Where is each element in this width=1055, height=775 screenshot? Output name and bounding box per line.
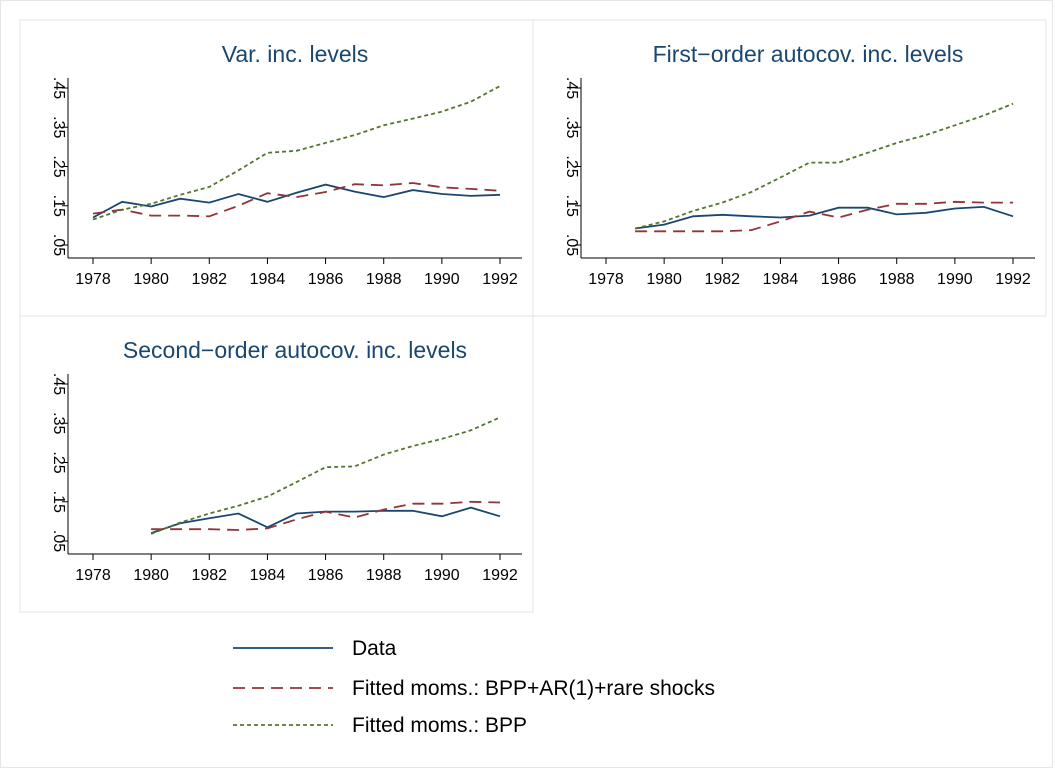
x-tick-label: 1978 <box>588 271 624 288</box>
x-tick-label: 1982 <box>191 567 227 584</box>
x-tick-label: 1982 <box>191 271 227 288</box>
y-tick-label: .45 <box>50 77 67 99</box>
y-tick-label: .05 <box>50 530 67 552</box>
series-line <box>92 85 501 221</box>
x-tick-label: 1988 <box>366 271 402 288</box>
x-tick-label: 1984 <box>250 271 286 288</box>
x-tick-label: 1986 <box>308 271 344 288</box>
y-tick-label: .45 <box>50 373 67 395</box>
x-tick-label: 1986 <box>821 271 857 288</box>
x-tick-label: 1980 <box>133 567 169 584</box>
y-tick-label: .35 <box>563 116 580 138</box>
x-tick-label: 1990 <box>937 271 973 288</box>
series-line <box>92 183 501 219</box>
y-tick-label: .35 <box>50 116 67 138</box>
legend-label: Fitted moms.: BPP+AR(1)+rare shocks <box>352 677 715 700</box>
x-tick-label: 1986 <box>308 567 344 584</box>
series-line <box>150 416 501 535</box>
series-line <box>92 182 501 218</box>
series-line <box>151 500 501 531</box>
x-tick-label: 1984 <box>763 271 799 288</box>
series-line <box>634 102 1014 230</box>
x-tick-label: 1980 <box>646 271 682 288</box>
y-tick-label: .05 <box>563 234 580 256</box>
y-tick-label: .15 <box>50 195 67 217</box>
x-tick-label: 1992 <box>995 271 1031 288</box>
series-line <box>634 205 1014 230</box>
y-tick-label: .45 <box>563 77 580 99</box>
y-tick-label: .15 <box>563 195 580 217</box>
x-tick-label: 1988 <box>879 271 915 288</box>
panel-frame <box>19 315 534 613</box>
y-tick-label: .25 <box>50 451 67 473</box>
panel-frame <box>532 19 1047 317</box>
panel-title: First−order autocov. inc. levels <box>653 41 964 67</box>
series-line <box>635 200 1013 233</box>
legend-label: Fitted moms.: BPP <box>352 714 527 737</box>
panel-title: Second−order autocov. inc. levels <box>123 337 467 363</box>
x-tick-label: 1992 <box>482 271 518 288</box>
x-tick-label: 1992 <box>482 567 518 584</box>
x-tick-label: 1980 <box>133 271 169 288</box>
y-tick-label: .15 <box>50 491 67 513</box>
x-tick-label: 1988 <box>366 567 402 584</box>
y-tick-label: .25 <box>50 155 67 177</box>
y-tick-label: .35 <box>50 412 67 434</box>
panel-title: Var. inc. levels <box>222 41 369 67</box>
x-tick-label: 1982 <box>704 271 740 288</box>
x-tick-label: 1984 <box>250 567 286 584</box>
x-tick-label: 1990 <box>424 271 460 288</box>
y-tick-label: .05 <box>50 234 67 256</box>
x-tick-label: 1978 <box>75 567 111 584</box>
x-tick-label: 1990 <box>424 567 460 584</box>
y-tick-label: .25 <box>563 155 580 177</box>
legend-label: Data <box>352 637 397 660</box>
x-tick-label: 1978 <box>75 271 111 288</box>
